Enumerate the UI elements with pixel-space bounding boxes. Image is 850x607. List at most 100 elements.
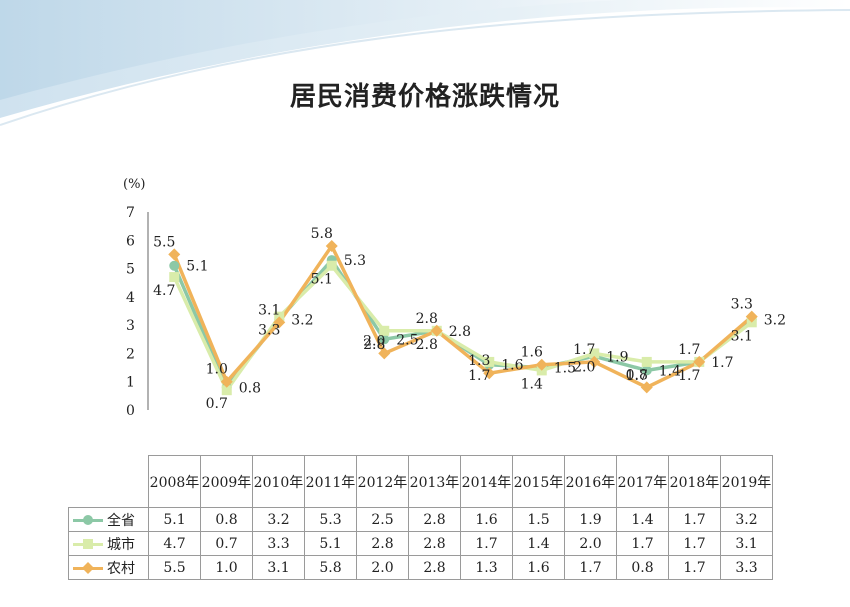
legend-entry: 城市 [68,531,149,556]
data-point-marker [641,356,652,367]
data-point-marker [745,310,758,323]
table-cell: 4.7 [148,531,201,556]
data-point-marker [589,348,600,359]
table-cell: 5.3 [304,507,357,532]
series-line-1 [172,263,753,392]
data-label: 2.5 [396,332,418,348]
category-label: 2019年 [720,455,773,508]
data-label: 1.7 [468,368,490,384]
series-lines [172,244,753,392]
data-label: 1.4 [521,376,543,392]
data-label: 3.3 [258,323,280,339]
data-label: 2.8 [449,324,471,340]
legend-key-icon [73,561,103,574]
data-point-marker [326,260,337,271]
data-label: 0.8 [626,367,648,383]
table-cell: 1.6 [512,555,565,580]
category-label: 2009年 [200,455,253,508]
category-label: 2016年 [564,455,617,508]
y-tick-label: 1 [126,375,135,391]
category-label: 2012年 [356,455,409,508]
data-point-marker [641,365,652,376]
data-label: 5.1 [186,259,208,275]
table-cell: 5.5 [148,555,201,580]
table-cell: 2.8 [408,507,461,532]
data-label: 2.0 [573,359,595,375]
data-label: 1.6 [501,358,523,374]
legend-label: 城市 [107,536,135,553]
data-label: 2.8 [416,311,438,327]
table-cell: 2.8 [356,531,409,556]
y-tick-label: 6 [126,233,135,249]
data-table: 2008年 2009年 2010年 2011年 2012年 2013年 2014年 2015年… [68,455,773,580]
y-tick-label: 2 [126,346,135,362]
data-label: 2.0 [363,333,385,349]
data-point-marker [640,381,653,394]
data-point-marker [378,347,391,360]
table-cell: 1.7 [460,531,513,556]
data-point-marker [168,248,181,261]
table-cell: 1.4 [512,531,565,556]
table-cell: 2.8 [408,531,461,556]
table-cell: 1.7 [668,507,721,532]
legend-label: 农村 [107,560,135,577]
table-row: 农村 5.5 1.0 3.1 5.8 2.0 2.8 1.3 1.6 1.7 0.8 1.7 3.3 [68,555,773,580]
category-label: 2008年 [148,455,201,508]
table-cell: 1.7 [616,531,669,556]
y-tick-label: 5 [126,262,135,278]
data-label: 2.8 [363,337,385,353]
data-point-marker [169,272,180,283]
category-label: 2010年 [252,455,305,508]
category-label: 2018年 [668,455,721,508]
table-cell: 5.8 [304,555,357,580]
table-cell: 1.0 [200,555,253,580]
data-label: 3.2 [764,312,786,328]
data-point-marker [379,334,390,345]
category-label: 2011年 [304,455,357,508]
table-cell: 2.8 [408,555,461,580]
table-cell: 3.2 [252,507,305,532]
table-cell: 5.1 [148,507,201,532]
data-label: 0.7 [206,396,228,412]
table-cell: 3.3 [720,555,773,580]
data-point-marker [693,355,706,368]
table-cell: 1.3 [460,555,513,580]
data-point-marker [221,385,232,396]
data-label: 1.4 [659,363,681,379]
data-label: 3.2 [291,312,313,328]
data-label: 5.1 [311,272,333,288]
data-point-marker [535,358,548,371]
data-label: 3.1 [258,302,280,318]
table-cell: 3.2 [720,507,773,532]
table-cell: 3.1 [720,531,773,556]
category-label: 2017年 [616,455,669,508]
series-markers [168,239,758,396]
data-label: 5.3 [344,253,366,269]
data-label: 1.7 [626,368,648,384]
category-label: 2015年 [512,455,565,508]
table-cell: 1.4 [616,507,669,532]
table-cell: 0.8 [616,555,669,580]
data-label: 1.7 [678,368,700,384]
chart-title: 居民消费价格涨跌情况 [289,82,560,112]
table-row: 全省 5.1 0.8 3.2 5.3 2.5 2.8 1.6 1.5 1.9 1.4 1.7 3.2 [68,507,773,532]
legend-entry: 农村 [68,555,149,580]
category-label: 2013年 [408,455,461,508]
y-tick-label: 0 [126,403,135,419]
table-cell: 3.3 [252,531,305,556]
series-line-2 [172,244,753,390]
data-label: 0.8 [239,380,261,396]
data-point-marker [379,325,390,336]
data-label: 1.7 [678,342,700,358]
table-corner-cell [68,455,149,508]
data-label: 1.7 [711,355,733,371]
data-label: 5.8 [311,226,333,242]
data-point-marker [484,356,495,367]
table-cell: 1.6 [460,507,513,532]
table-cell: 1.7 [668,531,721,556]
table-cell: 0.7 [200,531,253,556]
data-point-marker [220,375,233,388]
y-tick-label: 3 [126,318,135,334]
